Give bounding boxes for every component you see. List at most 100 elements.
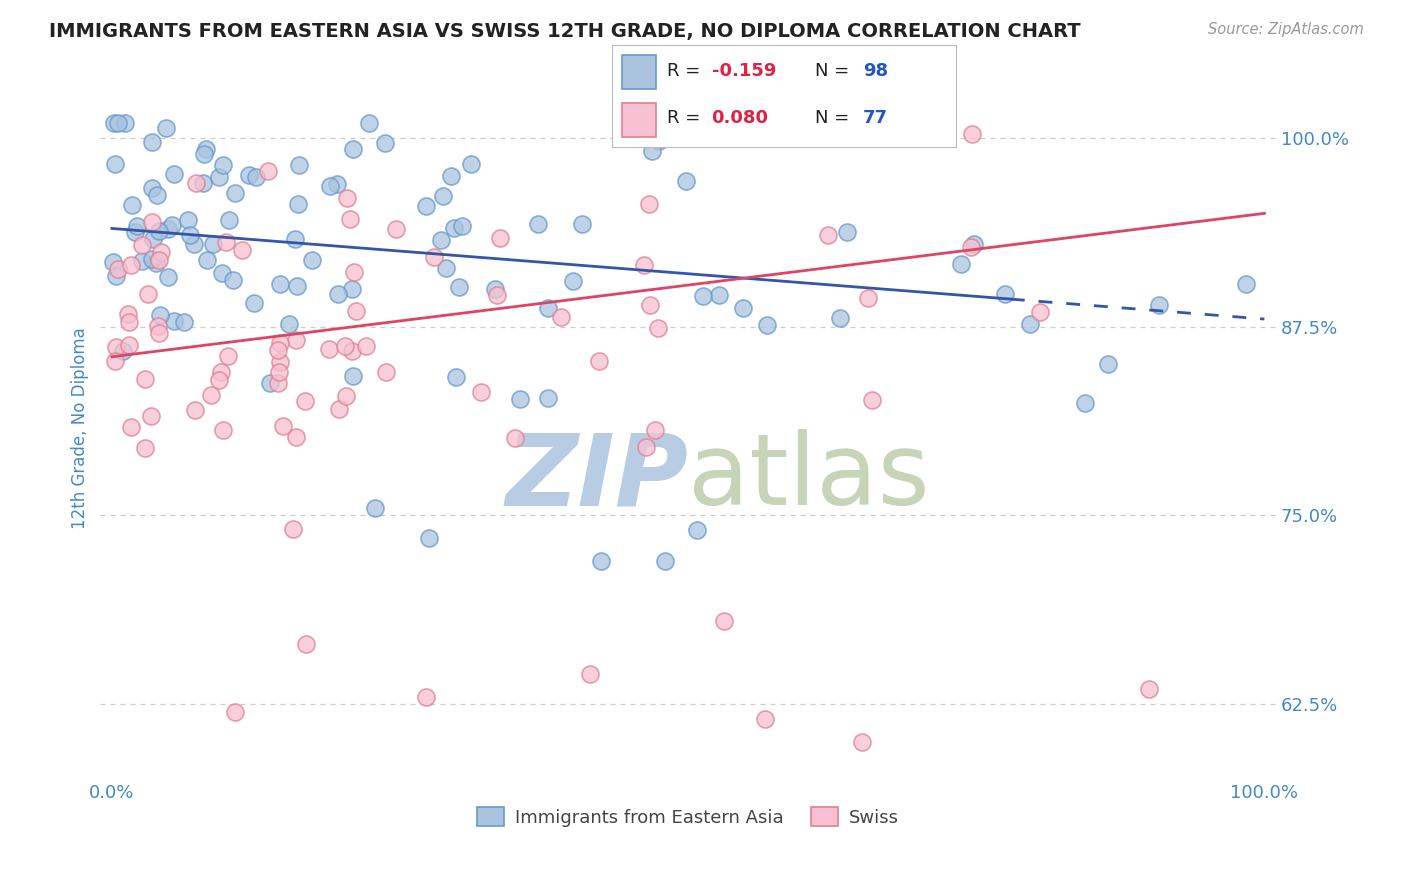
Text: ZIP: ZIP xyxy=(505,429,688,526)
Point xyxy=(675,174,697,188)
Point xyxy=(224,186,246,200)
Point xyxy=(134,372,156,386)
Point xyxy=(156,222,179,236)
Point xyxy=(328,401,350,416)
Point xyxy=(858,291,880,305)
Point xyxy=(326,287,349,301)
Point xyxy=(692,289,714,303)
Point xyxy=(484,282,506,296)
Point xyxy=(136,286,159,301)
Point xyxy=(281,522,304,536)
Point xyxy=(354,339,377,353)
Point xyxy=(141,180,163,194)
Point xyxy=(156,270,179,285)
Point xyxy=(212,158,235,172)
Point xyxy=(343,265,366,279)
Point xyxy=(415,199,437,213)
Legend: Immigrants from Eastern Asia, Swiss: Immigrants from Eastern Asia, Swiss xyxy=(470,799,905,834)
Point xyxy=(470,385,492,400)
Point xyxy=(537,301,560,316)
Point xyxy=(124,225,146,239)
Point xyxy=(359,116,381,130)
Point xyxy=(434,261,457,276)
Point xyxy=(1137,681,1160,696)
Point xyxy=(423,250,446,264)
Point xyxy=(218,212,240,227)
Point xyxy=(131,253,153,268)
Point xyxy=(194,142,217,156)
Point xyxy=(269,277,291,291)
Point xyxy=(647,321,669,335)
Point xyxy=(284,430,307,444)
Point xyxy=(186,176,208,190)
Point xyxy=(148,326,170,341)
Point xyxy=(155,120,177,135)
Point xyxy=(571,217,593,231)
Point xyxy=(238,168,260,182)
Point xyxy=(191,176,214,190)
Point xyxy=(163,167,186,181)
Point xyxy=(537,392,560,406)
Point xyxy=(342,369,364,384)
Point xyxy=(731,301,754,315)
Text: IMMIGRANTS FROM EASTERN ASIA VS SWISS 12TH GRADE, NO DIPLOMA CORRELATION CHART: IMMIGRANTS FROM EASTERN ASIA VS SWISS 12… xyxy=(49,22,1081,41)
Point xyxy=(177,213,200,227)
Point xyxy=(146,187,169,202)
FancyBboxPatch shape xyxy=(621,55,657,88)
Text: R =: R = xyxy=(666,110,706,128)
Point xyxy=(131,238,153,252)
Point xyxy=(105,340,128,354)
Point xyxy=(101,254,124,268)
Point xyxy=(637,197,659,211)
Point xyxy=(634,440,657,454)
Point xyxy=(104,157,127,171)
Point xyxy=(550,310,572,324)
Point xyxy=(284,333,307,347)
Point xyxy=(193,146,215,161)
Point xyxy=(994,286,1017,301)
Point xyxy=(267,376,290,390)
Point xyxy=(269,336,291,351)
Point xyxy=(245,169,267,184)
Point xyxy=(211,266,233,280)
Point xyxy=(141,409,163,423)
Point xyxy=(145,256,167,270)
Point xyxy=(267,365,290,379)
Text: N =: N = xyxy=(815,110,855,128)
Point xyxy=(447,280,470,294)
Point xyxy=(141,135,163,149)
Point xyxy=(118,315,141,329)
Point xyxy=(301,253,323,268)
Point xyxy=(633,258,655,272)
Text: Source: ZipAtlas.com: Source: ZipAtlas.com xyxy=(1208,22,1364,37)
Point xyxy=(963,236,986,251)
Point xyxy=(160,218,183,232)
Point xyxy=(278,317,301,331)
Point xyxy=(342,343,364,358)
Point xyxy=(336,191,359,205)
Point xyxy=(212,423,235,437)
Point xyxy=(418,531,440,545)
Point xyxy=(1147,298,1170,312)
Point xyxy=(104,354,127,368)
Text: -0.159: -0.159 xyxy=(711,62,776,80)
Point xyxy=(837,225,859,239)
Point xyxy=(104,269,127,284)
Point xyxy=(339,211,361,226)
Point xyxy=(118,338,141,352)
Point xyxy=(335,389,357,403)
Point xyxy=(197,253,219,268)
Text: R =: R = xyxy=(666,62,706,80)
Point xyxy=(269,355,291,369)
Point xyxy=(284,232,307,246)
Point xyxy=(319,179,342,194)
Point xyxy=(287,196,309,211)
Point xyxy=(107,116,129,130)
Point xyxy=(163,314,186,328)
Point xyxy=(485,288,508,302)
Point xyxy=(242,296,264,310)
Point xyxy=(959,240,981,254)
Point xyxy=(231,243,253,257)
Point xyxy=(709,287,731,301)
Point xyxy=(638,298,661,312)
